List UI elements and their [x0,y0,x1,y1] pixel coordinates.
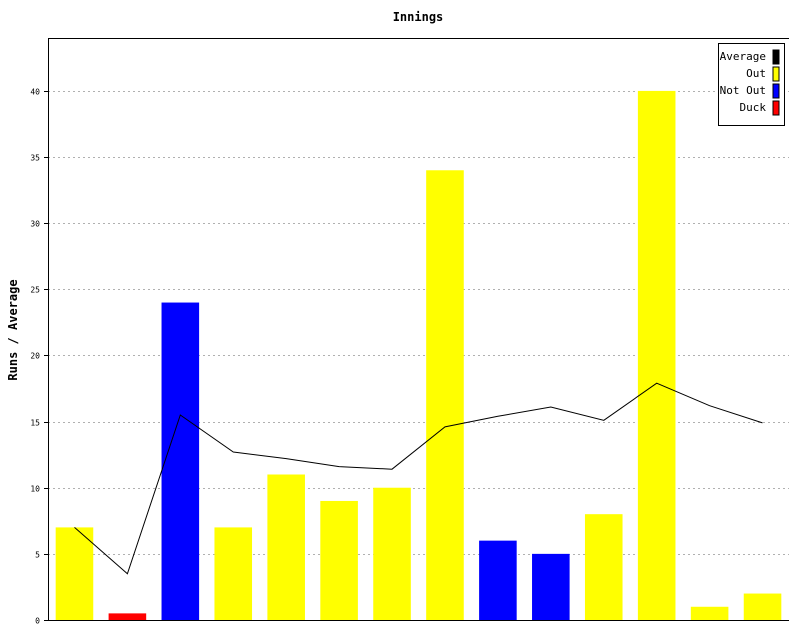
bar-out [320,500,358,620]
average-series [74,382,763,575]
bar-out [373,487,411,620]
legend-swatch [772,49,780,65]
y-tick-label: 40 [30,88,40,97]
legend-label: Duck [740,101,767,114]
y-tick-label: 25 [30,286,40,295]
y-tick-label: 35 [30,154,40,163]
y-tick-label: 30 [30,220,40,229]
bar-out [426,170,464,621]
y-axis-label: Runs / Average [6,279,20,380]
bar-out [743,593,782,620]
bar-out [214,527,253,620]
legend: Average Out Not Out Duck [718,43,785,126]
axes: 0 5 10 15 20 25 30 35 40 [30,38,789,626]
bar-out [690,606,729,620]
bar-not-out [479,540,517,620]
y-tick-label: 20 [30,352,40,361]
bars [55,90,782,621]
average-line [74,382,763,575]
legend-label: Average [720,50,766,63]
bar-out [267,474,305,620]
legend-swatch [772,66,780,82]
legend-label: Out [746,67,766,80]
grid-lines [48,91,789,555]
bar-out [637,90,676,621]
legend-swatch [772,83,780,99]
y-tick-label: 5 [35,551,40,560]
y-tick-label: 10 [30,485,40,494]
bar-not-out [161,302,200,620]
legend-swatch [772,100,780,116]
y-tick-label: 0 [35,617,40,626]
chart-title: Innings [393,10,444,24]
y-tick-label: 15 [30,419,40,428]
bar-not-out [532,553,570,620]
bar-duck [108,613,147,620]
legend-label: Not Out [720,84,766,97]
bar-out [584,514,623,620]
bar-out [55,527,94,620]
